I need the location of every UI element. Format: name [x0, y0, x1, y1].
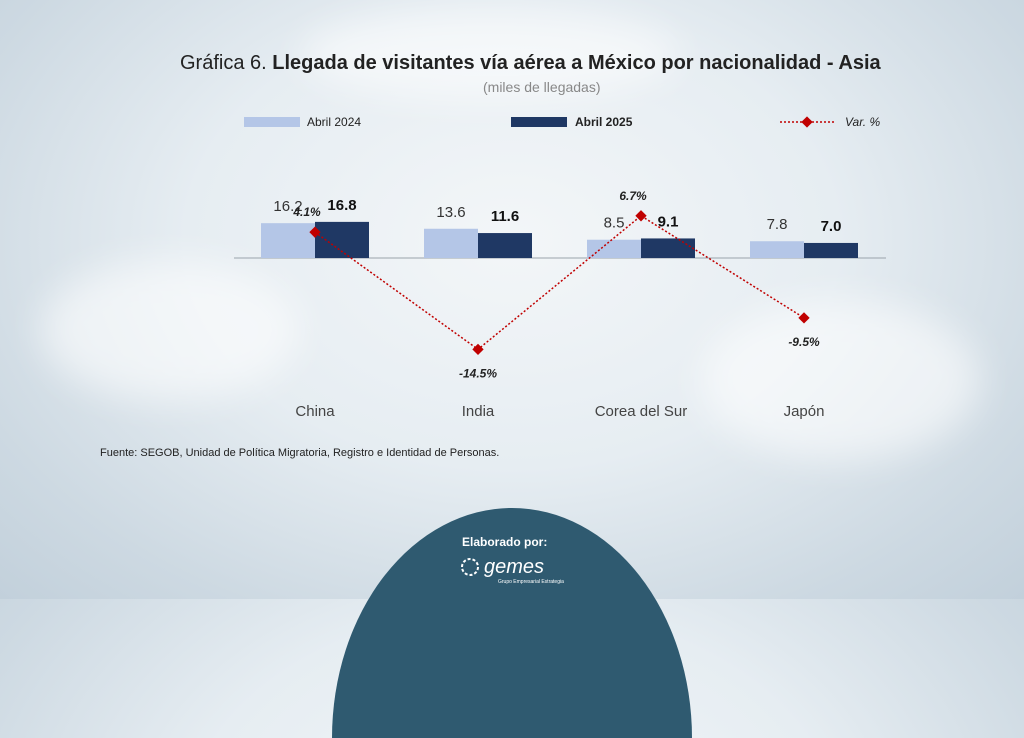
- variation-marker: [635, 210, 647, 222]
- chart-title: Gráfica 6. Llegada de visitantes vía aér…: [180, 52, 940, 75]
- cloud-decoration: [700, 300, 980, 460]
- logo-tagline: Grupo Empresarial Estrategia: [498, 579, 564, 585]
- gemes-logo: gemes Grupo Empresarial Estrategia: [461, 556, 564, 585]
- category-label: Corea del Sur: [595, 403, 688, 420]
- chart-title-prefix: Gráfica 6.: [180, 52, 267, 74]
- chart-subtitle: (miles de llegadas): [483, 79, 601, 95]
- cloud-decoration: [40, 260, 300, 400]
- category-label: Japón: [784, 403, 825, 420]
- legend-swatch-2024: [244, 117, 300, 127]
- legend-label-2025: Abril 2025: [575, 115, 633, 129]
- bar-2024: [261, 223, 315, 258]
- legend-label-variation: Var. %: [845, 115, 881, 129]
- variation-line: [314, 214, 805, 351]
- legend-swatch-2025: [511, 117, 567, 127]
- variation-label: 4.1%: [292, 205, 321, 219]
- bar-value-label-2025: 7.0: [821, 218, 842, 235]
- cloud-decoration: [300, 10, 680, 100]
- bar-value-label-2024: 16.2: [273, 198, 302, 215]
- bar-2025: [804, 242, 858, 258]
- category-label: China: [295, 403, 335, 420]
- variation-marker: [309, 226, 321, 238]
- logo-wordmark: gemes: [484, 556, 544, 578]
- category-label: India: [462, 403, 495, 420]
- bar-value-label-2025: 11.6: [491, 208, 519, 225]
- bar-value-label-2025: 9.1: [658, 213, 679, 230]
- bar-value-label-2024: 13.6: [436, 204, 465, 221]
- bar-2024: [587, 239, 641, 258]
- footer-label: Elaborado por:: [462, 535, 548, 549]
- variation-marker: [798, 312, 810, 324]
- legend-swatch-variation-marker: [801, 116, 813, 128]
- bar-2025: [315, 221, 369, 258]
- bar-value-label-2024: 8.5: [604, 215, 625, 232]
- bar-value-label-2024: 7.8: [767, 216, 788, 233]
- source-note: Fuente: SEGOB, Unidad de Política Migrat…: [100, 447, 500, 459]
- chart-area: 16.2 13.6 8.5 7.8 16.8 11.6 9.1 7.0 4.1% -14.5% 6.…: [234, 116, 886, 420]
- bar-2024: [424, 228, 478, 258]
- bar-2024: [750, 241, 804, 258]
- bar-value-label-2025: 16.8: [327, 197, 356, 214]
- variation-label: -9.5%: [788, 335, 820, 349]
- chart-title-main: Llegada de visitantes vía aérea a México…: [272, 52, 881, 74]
- variation-marker: [472, 343, 484, 356]
- bar-2025: [478, 233, 532, 258]
- legend-label-2024: Abril 2024: [307, 115, 362, 129]
- variation-label: 6.7%: [619, 189, 647, 203]
- bar-2025: [641, 238, 695, 258]
- variation-label: -14.5%: [459, 366, 497, 380]
